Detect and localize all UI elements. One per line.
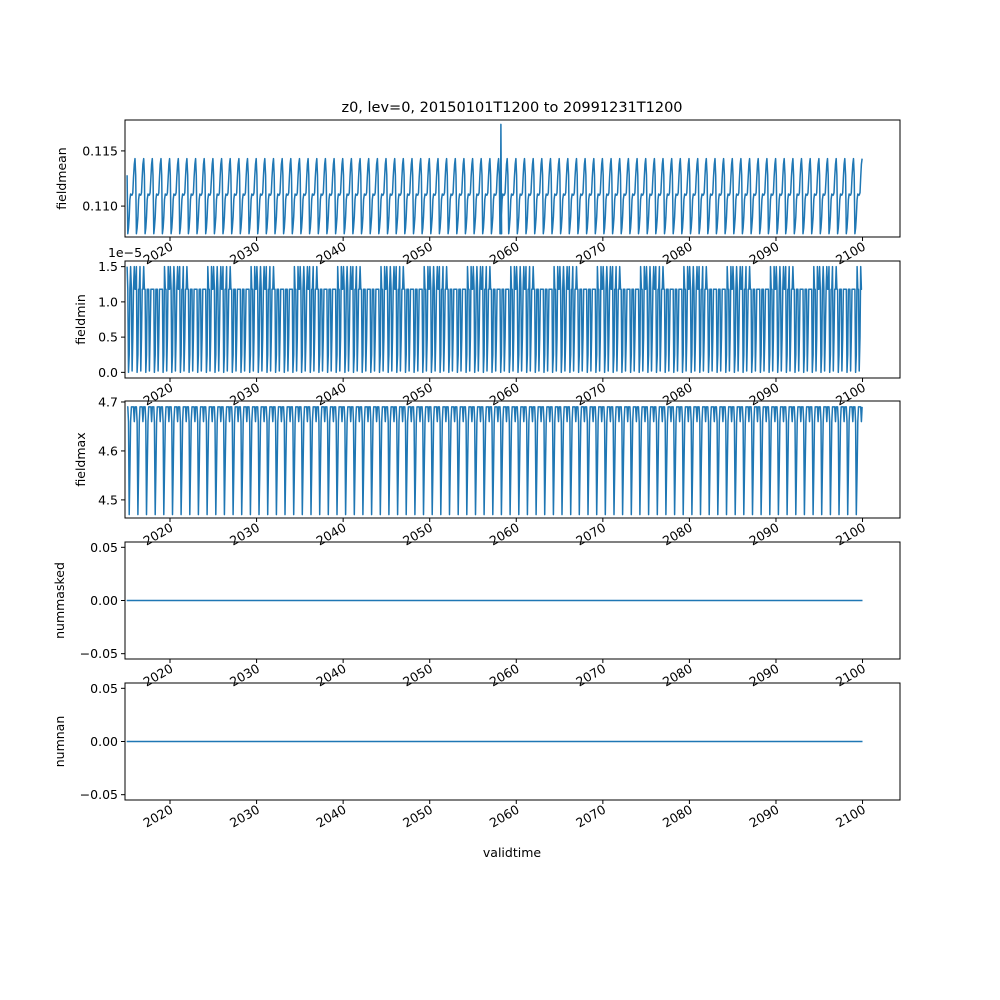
x-tick-label: 2070 <box>573 239 608 268</box>
y-tick-label: 0.0 <box>98 365 118 380</box>
panels: 0.110 0.115 fieldmean 2020 2030 2040 2050 2060 2… <box>52 119 901 831</box>
x-tick-label: 2070 <box>573 802 608 831</box>
panel-numnan: −0.05 0.00 0.05 numnan 2020 2030 2040 2050 2060 2… <box>52 681 901 831</box>
x-tick-label: 2040 <box>314 661 349 690</box>
x-tick-label: 2070 <box>573 661 608 690</box>
x-tick-label: 2100 <box>833 380 868 409</box>
x-tick-label: 2050 <box>400 802 435 831</box>
x-tick-label: 2040 <box>314 520 349 549</box>
y-tick-label: 1.0 <box>98 294 118 309</box>
y-tick-label: 0.115 <box>82 143 118 158</box>
plot-frame <box>124 119 901 238</box>
x-tick-label: 2030 <box>227 802 262 831</box>
x-tick-label: 2060 <box>487 239 522 268</box>
x-tick-label: 2090 <box>746 802 781 831</box>
series-line-fieldmin <box>126 265 863 374</box>
y-tick-label: −0.05 <box>80 787 118 802</box>
x-tick-label: 2100 <box>833 239 868 268</box>
panel-fieldmax: 4.5 4.6 4.7 fieldmax 2020 2030 2040 2050 2060 207… <box>73 394 901 549</box>
y-axis-label: numnan <box>52 716 67 768</box>
x-tick-label: 2040 <box>314 239 349 268</box>
y-tick-label: 0.05 <box>90 540 118 555</box>
y-offset-label: 1e−5 <box>108 245 142 260</box>
y-axis-label: fieldmean <box>54 147 69 209</box>
x-tick-label: 2070 <box>573 380 608 409</box>
x-tick-label: 2030 <box>227 239 262 268</box>
x-tick-label: 2030 <box>227 661 262 690</box>
x-axis-label: validtime <box>483 845 541 860</box>
x-tick-label: 2080 <box>660 661 695 690</box>
x-tick-label: 2080 <box>660 802 695 831</box>
x-tick-label: 2070 <box>573 520 608 549</box>
x-tick-label: 2050 <box>400 380 435 409</box>
x-tick-label: 2090 <box>746 380 781 409</box>
x-tick-label: 2040 <box>314 802 349 831</box>
y-tick-label: 0.110 <box>82 199 118 214</box>
x-tick-label: 2020 <box>140 802 175 831</box>
x-tick-label: 2080 <box>660 239 695 268</box>
y-axis-label: fieldmin <box>73 294 88 345</box>
x-tick-label: 2020 <box>140 661 175 690</box>
y-tick-label: 0.05 <box>90 681 118 696</box>
chart-title: z0, lev=0, 20150101T1200 to 20991231T120… <box>341 100 682 116</box>
x-tick-label: 2030 <box>227 520 262 549</box>
x-tick-label: 2020 <box>140 380 175 409</box>
y-tick-label: 0.00 <box>90 734 118 749</box>
y-tick-label: 0.5 <box>98 330 118 345</box>
x-tick-label: 2050 <box>400 661 435 690</box>
x-tick-label: 2100 <box>833 520 868 549</box>
x-tick-label: 2020 <box>140 239 175 268</box>
series-line-fieldmax <box>127 406 863 516</box>
x-tick-label: 2060 <box>487 661 522 690</box>
x-tick-label: 2050 <box>400 520 435 549</box>
y-axis-label: nummasked <box>52 562 67 639</box>
x-tick-label: 2040 <box>314 380 349 409</box>
y-tick-label: 4.6 <box>98 443 118 458</box>
y-tick-label: 0.00 <box>90 593 118 608</box>
panel-fieldmean: 0.110 0.115 fieldmean 2020 2030 2040 2050 2060 2… <box>54 119 901 268</box>
series-line-fieldmean <box>126 123 863 235</box>
x-tick-label: 2100 <box>833 802 868 831</box>
y-axis-label: fieldmax <box>73 432 88 486</box>
x-tick-label: 2020 <box>140 520 175 549</box>
y-tick-label: 1.5 <box>98 259 118 274</box>
x-tick-label: 2060 <box>487 380 522 409</box>
x-tick-label: 2060 <box>487 802 522 831</box>
y-tick-label: 4.5 <box>98 492 118 507</box>
y-tick-label: 4.7 <box>98 394 118 409</box>
x-tick-label: 2050 <box>400 239 435 268</box>
x-tick-label: 2090 <box>746 520 781 549</box>
x-tick-label: 2090 <box>746 661 781 690</box>
x-tick-label: 2030 <box>227 380 262 409</box>
y-tick-label: −0.05 <box>80 646 118 661</box>
x-tick-label: 2060 <box>487 520 522 549</box>
panel-fieldmin: 0.0 0.5 1.0 1.5 fieldmin 1e−5 2020 2030 2040 2050… <box>73 245 901 409</box>
panel-nummasked: −0.05 0.00 0.05 nummasked 2020 2030 2040 2050 20… <box>52 540 901 690</box>
x-tick-label: 2090 <box>746 239 781 268</box>
plot-frame <box>124 400 901 519</box>
plot-frame <box>124 260 901 379</box>
x-tick-label: 2080 <box>660 380 695 409</box>
x-tick-label: 2080 <box>660 520 695 549</box>
x-tick-label: 2100 <box>833 661 868 690</box>
